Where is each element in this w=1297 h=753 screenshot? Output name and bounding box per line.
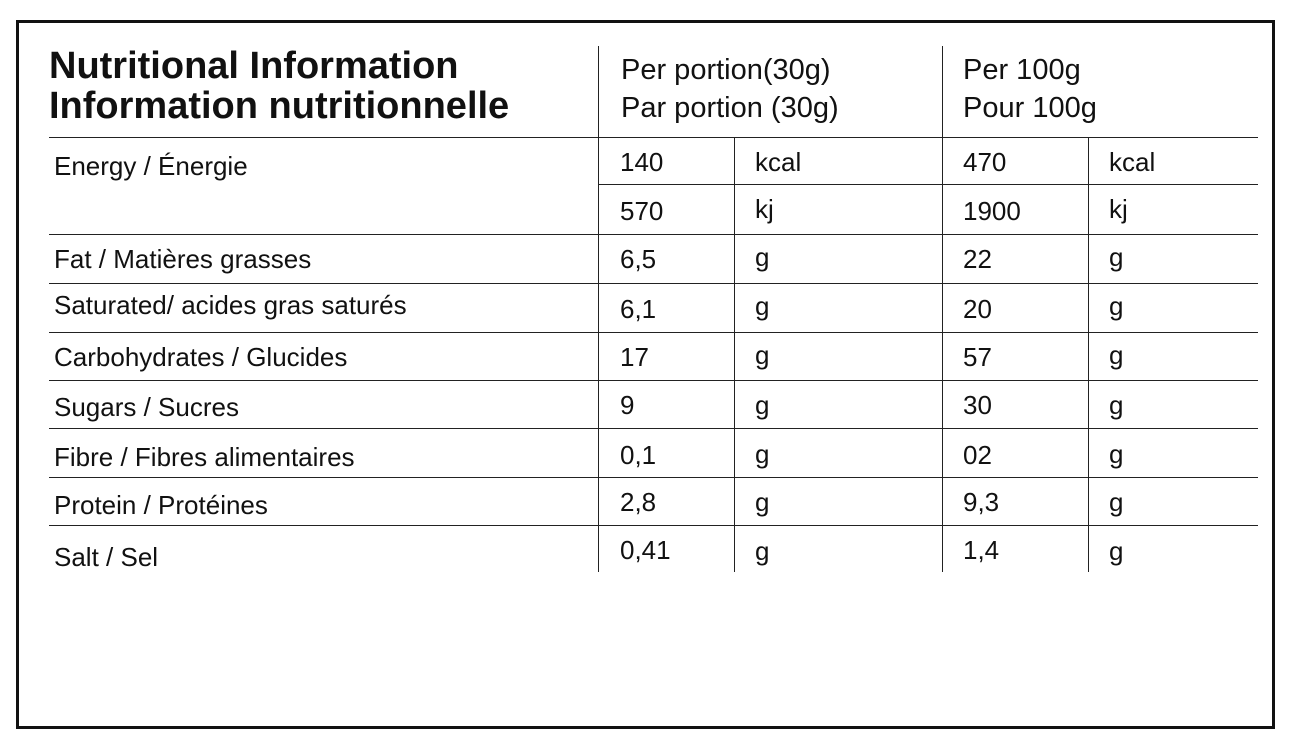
energy-kj-per100: 1900 — [963, 196, 1021, 226]
salt-per100: 1,4 — [963, 535, 1000, 565]
energy-label: Energy / Énergie — [54, 151, 248, 181]
per-100g-english: Per 100g — [963, 54, 1081, 86]
salt-portion-unit: g — [755, 536, 770, 566]
energy-kcal-per100-unit: kcal — [1109, 147, 1156, 177]
per-100g-french: Pour 100g — [963, 92, 1097, 124]
saturated-per100-unit: g — [1109, 291, 1124, 321]
carbohydrates-per100: 57 — [963, 342, 992, 372]
row-label-carbohydrates: Carbohydrates / Glucides — [54, 342, 348, 372]
divider-per100-unit — [1088, 138, 1089, 572]
fibre-per100: 02 — [963, 440, 992, 470]
rule-row — [49, 477, 1258, 478]
sugars-per100: 30 — [963, 390, 992, 420]
per-portion-english: Per portion(30g) — [621, 54, 831, 86]
rule-row — [49, 332, 1258, 333]
per-portion-header: Per portion(30g) Par portion (30g) — [621, 51, 839, 127]
per-100g-header: Per 100g Pour 100g — [963, 51, 1097, 127]
sugars-portion: 9 — [620, 390, 635, 420]
fat-per100: 22 — [963, 244, 992, 274]
rule-energy-split — [598, 184, 1258, 185]
title-english: Nutritional Information — [49, 45, 459, 87]
row-label-fibre: Fibre / Fibres alimentaires — [54, 442, 355, 472]
rule-row — [49, 428, 1258, 429]
fat-per100-unit: g — [1109, 242, 1124, 272]
rule-row — [49, 380, 1258, 381]
fibre-portion-unit: g — [755, 439, 770, 469]
protein-portion: 2,8 — [620, 487, 657, 517]
divider-portion — [598, 46, 599, 572]
rule-header — [49, 137, 1258, 138]
saturated-per100: 20 — [963, 294, 992, 324]
energy-kcal-per100: 470 — [963, 147, 1007, 177]
divider-portion-unit — [734, 138, 735, 572]
energy-kj-per100-unit: kj — [1109, 194, 1128, 224]
energy-kcal-portion-unit: kcal — [755, 147, 802, 177]
sugars-per100-unit: g — [1109, 390, 1124, 420]
row-label-saturated: Saturated/ acides gras saturés — [54, 290, 407, 320]
energy-kj-portion-unit: kj — [755, 194, 774, 224]
fat-portion-unit: g — [755, 242, 770, 272]
title: Nutritional Information Information nutr… — [49, 45, 510, 127]
sugars-portion-unit: g — [755, 390, 770, 420]
salt-per100-unit: g — [1109, 536, 1124, 566]
protein-per100-unit: g — [1109, 487, 1124, 517]
fibre-portion: 0,1 — [620, 440, 657, 470]
fibre-per100-unit: g — [1109, 439, 1124, 469]
per-portion-french: Par portion (30g) — [621, 92, 839, 124]
energy-kj-portion: 570 — [620, 196, 664, 226]
rule-row — [49, 283, 1258, 284]
row-label-salt: Salt / Sel — [54, 542, 159, 572]
protein-portion-unit: g — [755, 487, 770, 517]
divider-per100 — [942, 46, 943, 572]
label-frame — [16, 20, 1275, 729]
saturated-portion: 6,1 — [620, 294, 657, 324]
salt-portion: 0,41 — [620, 535, 671, 565]
fat-portion: 6,5 — [620, 244, 657, 274]
row-label-sugars: Sugars / Sucres — [54, 392, 239, 422]
carbohydrates-per100-unit: g — [1109, 340, 1124, 370]
rule-row — [49, 525, 1258, 526]
carbohydrates-portion: 17 — [620, 342, 649, 372]
row-label-protein: Protein / Protéines — [54, 490, 268, 520]
energy-kcal-portion: 140 — [620, 147, 664, 177]
protein-per100: 9,3 — [963, 487, 1000, 517]
carbohydrates-portion-unit: g — [755, 340, 770, 370]
saturated-portion-unit: g — [755, 291, 770, 321]
rule-row — [49, 234, 1258, 235]
title-french: Information nutritionnelle — [49, 85, 510, 127]
row-label-fat: Fat / Matières grasses — [54, 244, 312, 274]
